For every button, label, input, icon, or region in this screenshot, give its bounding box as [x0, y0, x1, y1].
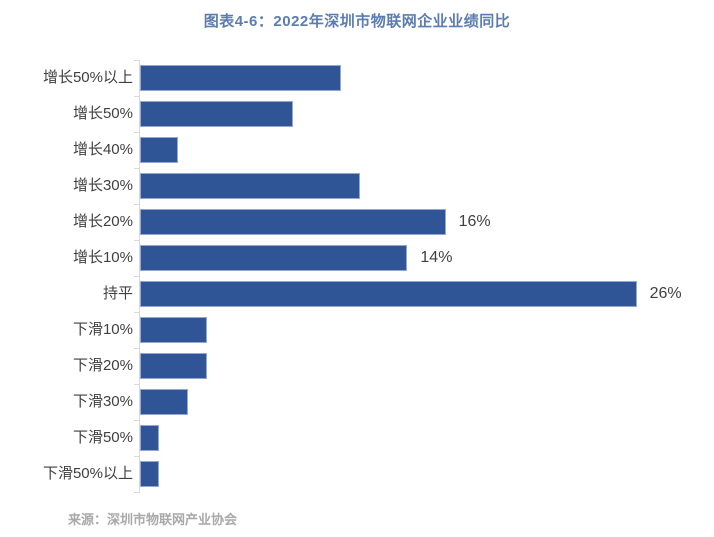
bar-row — [140, 96, 706, 132]
category-label: 持平 — [102, 285, 133, 302]
bar-row — [140, 168, 706, 204]
data-label: 14% — [420, 249, 453, 266]
axis-tick — [134, 384, 140, 385]
category-label: 增长10% — [72, 249, 133, 266]
bar — [140, 281, 637, 307]
axis-tick — [134, 456, 140, 457]
axis-tick — [134, 420, 140, 421]
bar-row — [140, 348, 706, 384]
category-label: 增长20% — [72, 213, 133, 230]
bar — [140, 317, 207, 343]
bar — [140, 389, 188, 415]
axis-tick — [134, 204, 140, 205]
bar — [140, 461, 160, 487]
bar-row: 26% — [140, 276, 706, 312]
data-label: 16% — [458, 213, 491, 230]
category-label: 增长50% — [72, 105, 133, 122]
category-label: 增长50%以上 — [42, 69, 133, 86]
category-label: 增长30% — [72, 177, 133, 194]
axis-tick — [134, 168, 140, 169]
bar — [140, 65, 341, 91]
bar-row: 16% — [140, 204, 706, 240]
bar — [140, 209, 446, 235]
bar — [140, 101, 293, 127]
axis-tick — [134, 492, 140, 493]
axis-tick — [134, 60, 140, 61]
axis-tick — [134, 348, 140, 349]
source-note: 来源：深圳市物联网产业协会 — [68, 512, 238, 527]
category-label: 下滑10% — [72, 321, 133, 338]
axis-tick — [134, 132, 140, 133]
bar-row — [140, 420, 706, 456]
chart-title: 图表4-6：2022年深圳市物联网企业业绩同比 — [203, 13, 511, 30]
category-axis: 增长50%以上增长50% 增长40% 增长30% 增长20% 增长10% 持平下滑10% 下… — [0, 60, 133, 492]
bar-row — [140, 456, 706, 492]
data-label: 26% — [649, 285, 682, 302]
category-label: 增长40% — [72, 141, 133, 158]
axis-tick — [134, 276, 140, 277]
axis-tick — [134, 312, 140, 313]
plot-area: 16% 14% 26% — [134, 60, 706, 493]
bar-row — [140, 60, 706, 96]
bar — [140, 353, 207, 379]
category-label: 下滑50%以上 — [42, 465, 133, 482]
bar-row — [140, 384, 706, 420]
bar — [140, 137, 179, 163]
bar — [140, 245, 408, 271]
axis-tick — [134, 96, 140, 97]
bar — [140, 173, 360, 199]
bar-row — [140, 132, 706, 168]
bar-row: 14% — [140, 240, 706, 276]
bar — [140, 425, 160, 451]
bar-row — [140, 312, 706, 348]
category-label: 下滑50% — [72, 429, 133, 446]
category-label: 下滑20% — [72, 357, 133, 374]
category-label: 下滑30% — [72, 393, 133, 410]
axis-tick — [134, 240, 140, 241]
